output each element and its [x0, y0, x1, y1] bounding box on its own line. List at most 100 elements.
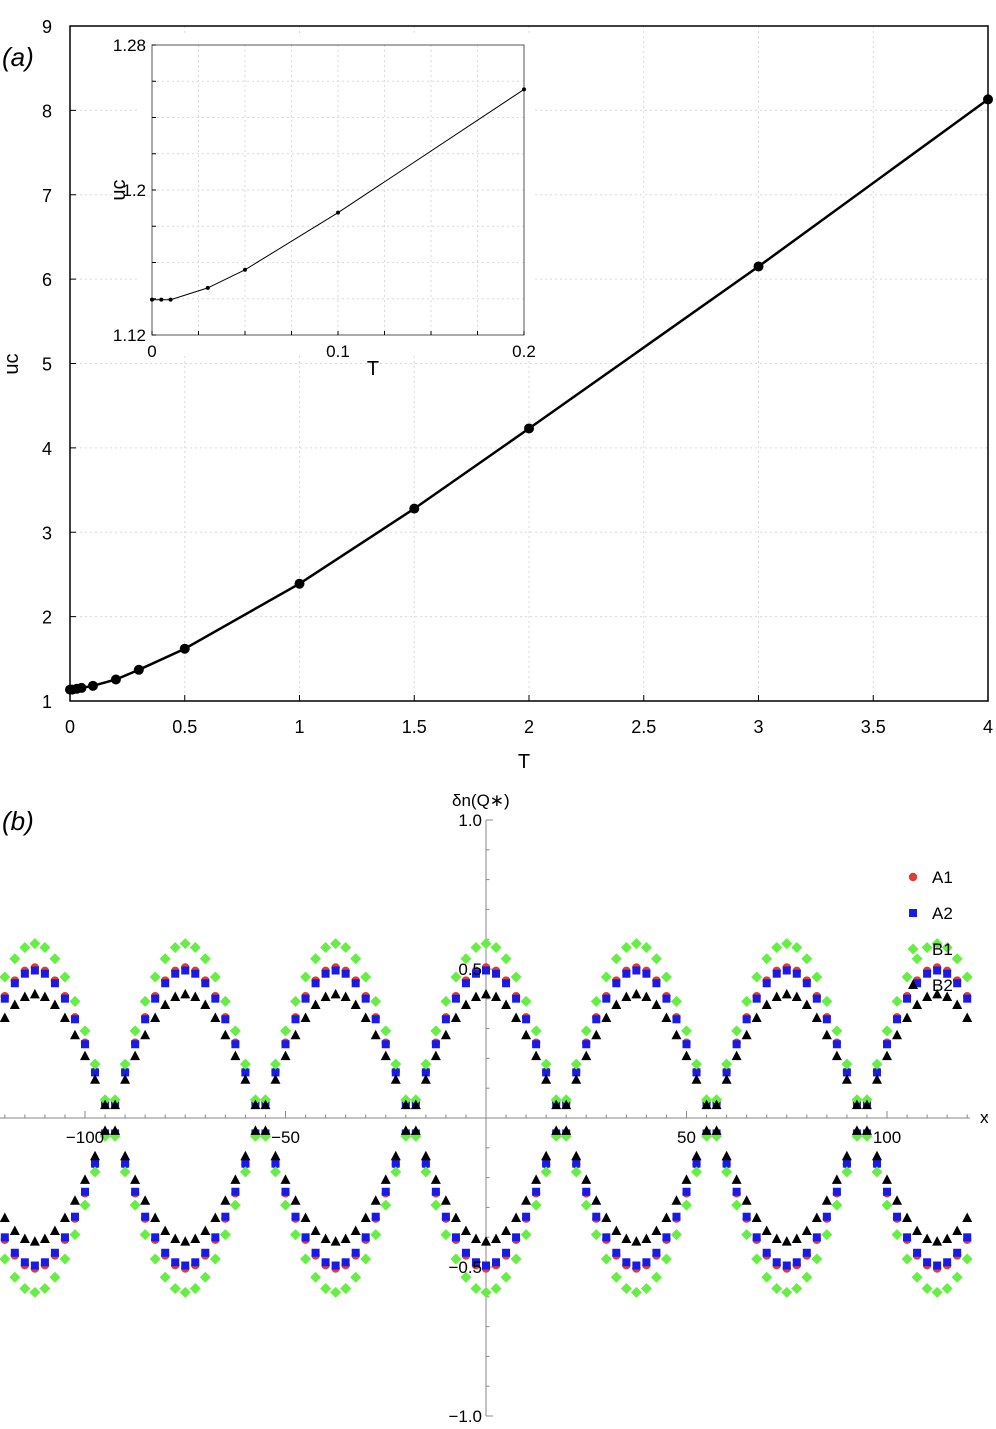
panel-a-y-tick-label: 5 — [42, 355, 52, 375]
series-b2-point-lower — [902, 1012, 913, 1022]
series-b1-point-lower — [209, 1253, 221, 1265]
series-b1-point-upper — [199, 953, 211, 965]
series-b2-point-lower — [210, 1212, 221, 1223]
series-b2-point-upper — [150, 1012, 161, 1022]
series-a2-point-upper — [20, 1258, 29, 1267]
series-b1-point-lower — [771, 1283, 783, 1295]
series-b1-point-lower — [530, 1199, 542, 1211]
series-a2-point-lower — [331, 966, 340, 975]
series-b1-point-upper — [390, 1166, 402, 1178]
series-b2-point-lower — [581, 1050, 592, 1061]
series-b1-point-lower — [290, 995, 302, 1007]
series-b1-point-lower — [881, 1025, 893, 1037]
series-a2-point-lower — [221, 1212, 230, 1221]
series-b2-point-lower — [912, 999, 923, 1010]
series-b2-point-upper — [801, 999, 812, 1010]
series-b2-point-lower — [370, 1029, 381, 1040]
series-b1-point-lower — [520, 1229, 532, 1241]
series-b2-point-upper — [491, 991, 502, 1002]
series-a2-point-upper — [482, 966, 490, 975]
series-b1-point-lower — [911, 953, 923, 965]
series-a2-point-lower — [391, 1068, 400, 1077]
series-b1-point-upper — [9, 1271, 21, 1283]
series-a2-point-lower — [241, 1159, 250, 1168]
series-a2-point-lower — [602, 994, 611, 1003]
series-b2-point-lower — [621, 991, 632, 1002]
series-a2-point-upper — [181, 966, 190, 975]
series-a2-point-upper — [792, 969, 801, 978]
series-b1-point-lower — [59, 971, 71, 983]
series-b1-point-lower — [791, 1283, 803, 1295]
series-a2-point-upper — [722, 1068, 731, 1077]
series-b2-point-lower — [410, 1125, 421, 1135]
series-b2-point-upper — [821, 1029, 832, 1040]
series-a2-point-upper — [903, 1233, 912, 1242]
series-b2-point-upper — [841, 1074, 852, 1084]
series-b1-point-lower — [691, 1058, 703, 1070]
series-b1-point-lower — [630, 938, 642, 950]
panel-a-x-tick-label: 3.5 — [861, 717, 886, 737]
series-b1-point-upper — [831, 1025, 843, 1037]
inset-series — [150, 87, 526, 302]
series-a2-point-upper — [662, 1233, 671, 1242]
series-a2-point-lower — [381, 1040, 390, 1049]
series-a2-point-upper — [291, 1212, 300, 1221]
series-a2-point-lower — [191, 1258, 200, 1267]
series-b2-point-upper — [521, 1029, 532, 1040]
series-b1-point-lower — [139, 1229, 151, 1241]
series-b1-point-upper — [59, 1253, 71, 1265]
series-a2-point-upper — [772, 969, 781, 978]
panel-a-x-tick-label: 1 — [294, 717, 304, 737]
series-a2-point-upper — [883, 1187, 891, 1196]
series-a2-point-lower — [953, 979, 962, 988]
series-a2-point-upper — [361, 1233, 370, 1242]
series-b2 — [0, 988, 973, 1246]
inset-y-tick-label: 1.12 — [113, 326, 146, 345]
series-b1-point-upper — [420, 1058, 432, 1070]
series-b1-point-upper — [751, 971, 763, 983]
series-b2-point-upper — [9, 1225, 20, 1235]
panel-a-data-point — [133, 664, 144, 675]
series-b1-point-upper — [821, 995, 833, 1007]
series-a2-point-upper — [953, 1248, 962, 1257]
series-b2-point-upper — [701, 1125, 712, 1135]
series-a2-point-lower — [792, 1258, 801, 1267]
series-b2-point-upper — [0, 1212, 10, 1223]
series-b2-point-lower — [69, 1029, 80, 1040]
series-b1-point-upper — [29, 1286, 41, 1298]
inset-x-tick-label: 0.1 — [326, 342, 350, 361]
series-b1-point-lower — [440, 1229, 452, 1241]
series-b1-point-lower — [610, 953, 622, 965]
series-b1-point-lower — [681, 1025, 692, 1037]
series-b2-point-upper — [330, 1236, 341, 1246]
series-b2-point-upper — [681, 1174, 692, 1184]
series-b1-point-upper — [310, 1271, 322, 1283]
panel-a-data-point — [753, 261, 764, 272]
series-b2-point-lower — [571, 1074, 582, 1084]
series-b1-point-upper — [340, 1283, 352, 1295]
series-b2-point-upper — [370, 1195, 381, 1205]
series-a2-point-lower — [291, 1015, 300, 1024]
series-b1-point-lower — [239, 1166, 251, 1178]
series-b2-point-upper — [671, 1195, 682, 1205]
series-a2-point-upper — [923, 1258, 932, 1267]
series-a2-point-lower — [431, 1187, 440, 1196]
series-b1-point-upper — [620, 1283, 632, 1295]
series-a2-point-lower — [361, 994, 370, 1003]
series-a2-point-lower — [903, 994, 912, 1003]
series-b1-point-lower — [811, 1253, 823, 1265]
panel-b: (b) δn(Q∗) x −100 −50 50 100−1.0−0.50.51.0 … — [0, 791, 989, 1426]
series-b2-point-upper — [230, 1050, 241, 1061]
series-b1-point-lower — [951, 953, 963, 965]
series-b2-point-lower — [240, 1150, 251, 1161]
panel-a-data-point — [87, 680, 98, 691]
series-a2-point-lower — [131, 1187, 140, 1196]
series-b2-point-upper — [611, 1225, 622, 1235]
series-b1-point-lower — [89, 1058, 101, 1070]
series-a2-point-lower — [10, 979, 19, 988]
series-b2-point-lower — [561, 1099, 572, 1110]
inset-data-point — [336, 210, 340, 215]
series-b2-point-upper — [871, 1150, 882, 1161]
series-a2-point-upper — [121, 1068, 130, 1077]
series-b1-point-lower — [590, 995, 602, 1007]
